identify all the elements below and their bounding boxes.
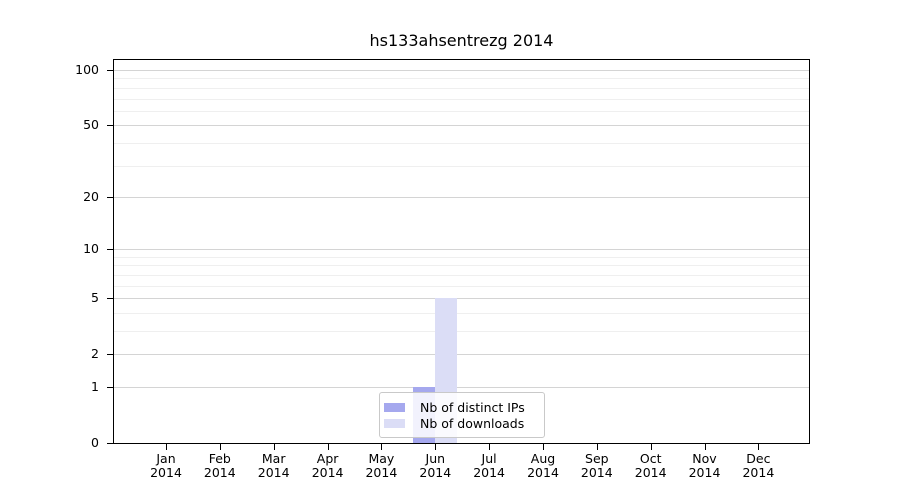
- x-axis-tick-label: Oct 2014: [623, 452, 679, 480]
- year-label: 2014: [688, 465, 721, 480]
- month-label: Aug: [530, 451, 556, 466]
- x-axis-tick: [704, 444, 706, 450]
- minor-gridline: [114, 165, 809, 167]
- major-gridline: [114, 70, 809, 71]
- major-gridline: [114, 125, 809, 127]
- y-axis-tick: [107, 443, 113, 444]
- x-axis-tick-label: Sep 2014: [569, 452, 625, 480]
- x-axis-tick-label: Aug 2014: [515, 452, 571, 480]
- downloads-swatch-icon: [384, 418, 405, 428]
- y-axis-tick-label: 5: [91, 290, 99, 306]
- y-axis-tick: [107, 70, 113, 71]
- year-label: 2014: [311, 465, 344, 480]
- x-axis-tick-label: Jun 2014: [407, 452, 463, 480]
- major-gridline: [114, 249, 809, 251]
- x-axis-tick: [381, 444, 383, 450]
- month-label: Sep: [585, 451, 609, 466]
- x-axis-tick: [166, 444, 167, 450]
- major-gridline: [114, 354, 809, 356]
- minor-gridline: [114, 274, 809, 276]
- x-axis-tick-label: Jul 2014: [461, 452, 517, 480]
- month-label: Apr: [316, 451, 339, 466]
- month-label: Feb: [208, 451, 231, 466]
- major-gridline: [114, 196, 809, 198]
- minor-gridline: [114, 331, 809, 332]
- x-axis-tick-label: Jan 2014: [138, 452, 194, 480]
- month-label: Dec: [746, 451, 771, 466]
- x-axis-tick-label: Feb 2014: [192, 452, 248, 480]
- legend: Nb of distinct IPs Nb of downloads: [379, 392, 545, 438]
- x-axis-tick-label: May 2014: [353, 452, 409, 480]
- x-axis-tick: [650, 444, 652, 450]
- year-label: 2014: [473, 465, 505, 480]
- x-axis-tick: [758, 444, 760, 450]
- x-axis-tick: [489, 444, 491, 450]
- y-axis-tick: [107, 387, 113, 388]
- major-gridline: [114, 387, 809, 388]
- y-axis-tick-label: 50: [83, 117, 99, 133]
- x-axis-tick: [273, 444, 275, 450]
- year-label: 2014: [634, 465, 667, 480]
- x-axis-tick-label: Apr 2014: [300, 452, 356, 480]
- y-axis-tick: [107, 354, 113, 356]
- plot-area: [113, 59, 810, 444]
- y-axis-tick-label: 1: [91, 379, 99, 394]
- month-label: Oct: [639, 451, 662, 466]
- minor-gridline: [114, 87, 809, 89]
- year-label: 2014: [580, 465, 613, 480]
- y-axis-tick-label: 0: [91, 435, 99, 450]
- month-label: Mar: [261, 451, 286, 466]
- y-axis-tick: [107, 249, 113, 251]
- y-axis-tick-label: 10: [83, 241, 99, 257]
- x-axis-tick: [543, 444, 544, 450]
- minor-gridline: [114, 98, 809, 100]
- year-label: 2014: [257, 465, 290, 480]
- x-axis-tick-label: Nov 2014: [677, 452, 733, 480]
- y-axis-tick-label: 2: [91, 346, 99, 362]
- month-label: May: [368, 451, 395, 466]
- year-label: 2014: [742, 465, 775, 480]
- x-axis-tick: [596, 444, 598, 450]
- minor-gridline: [114, 265, 809, 267]
- legend-label-distinct-ips: Nb of distinct IPs: [420, 399, 525, 415]
- minor-gridline: [114, 78, 809, 80]
- y-axis-tick-label: 100: [75, 62, 99, 77]
- minor-gridline: [114, 256, 809, 258]
- year-label: 2014: [527, 465, 559, 480]
- y-axis-tick: [107, 196, 113, 198]
- x-axis-tick-label: Mar 2014: [246, 452, 302, 480]
- year-label: 2014: [203, 465, 236, 480]
- x-axis-tick: [327, 444, 329, 450]
- chart-title: hs133ahsentrezg 2014: [369, 31, 554, 50]
- year-label: 2014: [419, 465, 452, 480]
- x-axis-tick: [219, 444, 221, 450]
- x-axis-tick: [435, 444, 437, 450]
- y-axis-tick: [107, 298, 113, 300]
- distinct-ips-swatch-icon: [384, 402, 405, 412]
- x-axis-tick-label: Dec 2014: [730, 452, 786, 480]
- year-label: 2014: [365, 465, 398, 480]
- legend-row-distinct-ips: Nb of distinct IPs: [384, 399, 540, 415]
- minor-gridline: [114, 110, 809, 112]
- y-axis-tick: [107, 125, 113, 127]
- y-axis-tick-label: 20: [83, 188, 99, 204]
- major-gridline: [114, 298, 809, 300]
- minor-gridline: [114, 285, 809, 287]
- month-label: Nov: [692, 451, 717, 466]
- month-label: Jun: [425, 451, 446, 466]
- legend-label-downloads: Nb of downloads: [420, 415, 525, 431]
- legend-row-downloads: Nb of downloads: [384, 415, 540, 431]
- month-label: Jul: [481, 451, 497, 466]
- minor-gridline: [114, 312, 809, 314]
- month-label: Jan: [156, 451, 176, 466]
- minor-gridline: [114, 142, 809, 144]
- year-label: 2014: [150, 465, 182, 480]
